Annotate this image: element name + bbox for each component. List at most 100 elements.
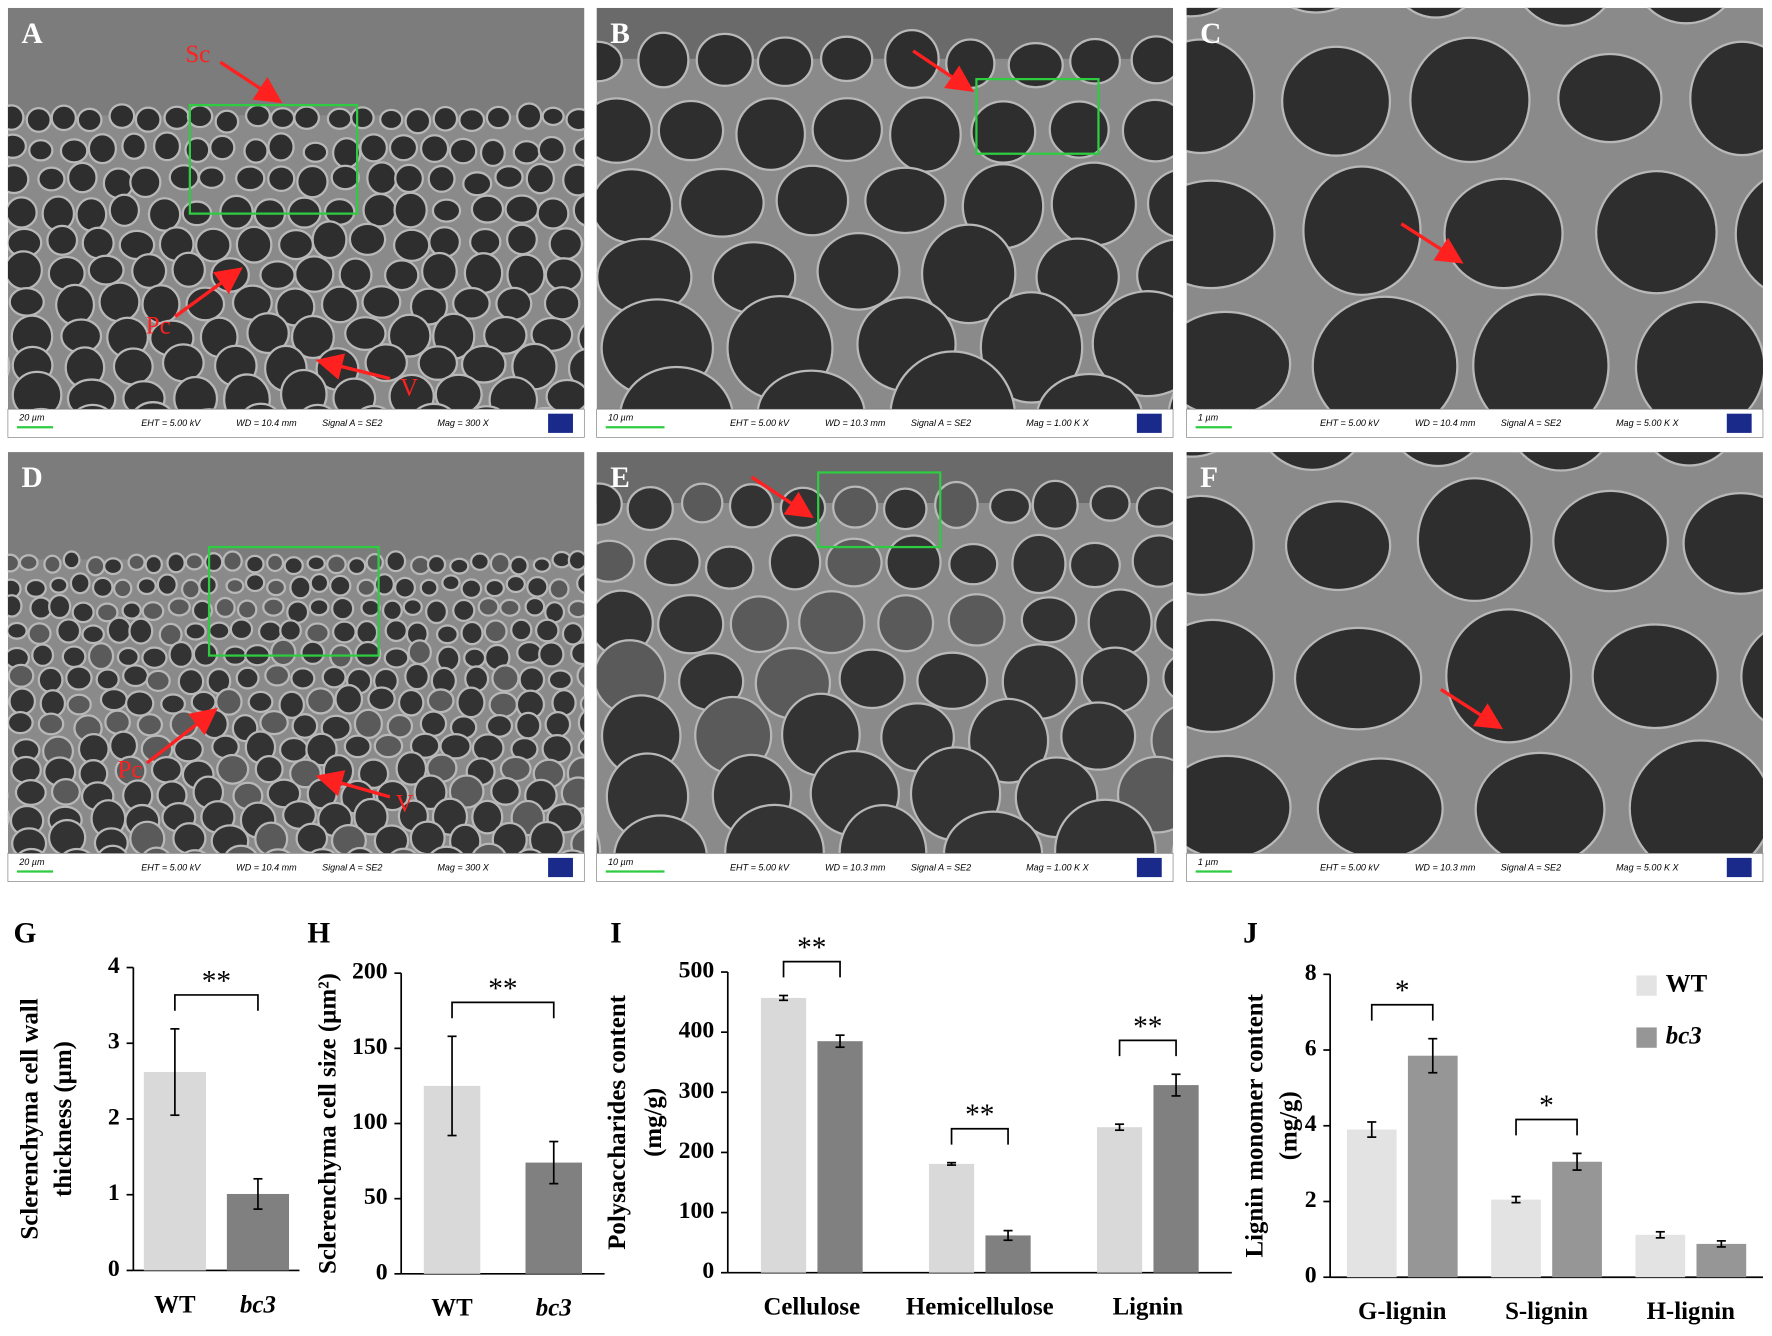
x-tick-label: WT bbox=[154, 1291, 196, 1318]
sem-cell bbox=[1311, 295, 1459, 410]
sem-cell bbox=[124, 690, 155, 717]
sem-cell bbox=[66, 693, 92, 716]
sem-cell bbox=[278, 736, 309, 763]
arrow bbox=[750, 475, 814, 519]
sem-cell bbox=[532, 557, 552, 573]
sem-cell bbox=[37, 666, 64, 694]
sem-cell bbox=[43, 554, 62, 574]
sem-cell bbox=[479, 138, 506, 168]
sem-cell bbox=[456, 686, 486, 719]
sem-cell bbox=[330, 824, 367, 854]
sem-cell bbox=[7, 809, 11, 826]
sem-cell bbox=[543, 286, 581, 321]
sem-cell bbox=[366, 161, 398, 195]
sem-cell bbox=[69, 572, 91, 595]
sem-cell bbox=[1519, 452, 1603, 472]
sem-cell bbox=[62, 847, 92, 854]
arrow bbox=[174, 267, 243, 318]
sem-cell bbox=[222, 550, 243, 572]
sem-cell bbox=[409, 732, 441, 759]
sem-cell bbox=[863, 872, 965, 955]
sem-cell bbox=[384, 619, 408, 643]
sem-cell bbox=[76, 107, 103, 133]
significance-label: ** bbox=[488, 973, 517, 1005]
sem-cell bbox=[1290, 7, 1342, 14]
sem-cell bbox=[657, 593, 725, 655]
sem-cell bbox=[1087, 588, 1153, 657]
sem-cell bbox=[172, 822, 207, 854]
sem-cell bbox=[200, 708, 229, 740]
bar bbox=[985, 1235, 1031, 1273]
sem-cell bbox=[548, 578, 570, 600]
sem-cell bbox=[28, 139, 54, 162]
sem-cell bbox=[95, 668, 120, 691]
scale-bar-label: 1 µm bbox=[1198, 413, 1219, 423]
sem-cell bbox=[1130, 35, 1174, 85]
sem-cell bbox=[379, 108, 404, 131]
sem-cell bbox=[136, 577, 157, 596]
sem-cell bbox=[622, 872, 716, 949]
sem-cell bbox=[0, 664, 4, 688]
panel-letter: I bbox=[610, 918, 621, 950]
region-label: V bbox=[400, 375, 418, 402]
sem-cell bbox=[1011, 533, 1067, 595]
sem-cell bbox=[572, 137, 585, 162]
sem-cell bbox=[302, 141, 329, 163]
sem-cell bbox=[150, 891, 190, 924]
arrow bbox=[315, 770, 391, 799]
sem-cell bbox=[192, 888, 231, 926]
sem-cell bbox=[448, 774, 485, 809]
sem-cell bbox=[1269, 452, 1356, 471]
sem-cell bbox=[259, 260, 296, 290]
wd: WD = 10.4 mm bbox=[236, 418, 297, 428]
sem-cell bbox=[128, 617, 154, 645]
sem-cell bbox=[596, 482, 623, 526]
sem-cell bbox=[293, 105, 321, 130]
sem-cell bbox=[0, 225, 2, 261]
legend-label: WT bbox=[1666, 970, 1708, 997]
sem-cell bbox=[528, 820, 566, 854]
sem-cell bbox=[888, 96, 962, 173]
significance-bracket bbox=[950, 1127, 1009, 1145]
sem-cell bbox=[882, 487, 928, 531]
sem-cell bbox=[25, 106, 52, 133]
error-bar bbox=[835, 1034, 845, 1049]
y-axis-label: Lignin monomer content bbox=[1241, 993, 1268, 1257]
sem-cell bbox=[235, 165, 266, 192]
sem-cell bbox=[544, 710, 572, 738]
sem-cell bbox=[334, 684, 364, 715]
sem-cell bbox=[838, 648, 906, 710]
sem-cell bbox=[510, 895, 545, 929]
sem-cell bbox=[619, 365, 734, 410]
sem-cell bbox=[1020, 596, 1078, 644]
sem-cell bbox=[460, 620, 484, 646]
sem-cell bbox=[0, 757, 2, 780]
sem-cell bbox=[538, 641, 565, 668]
sem-cell bbox=[160, 693, 187, 715]
x-tick-label: G-lignin bbox=[1358, 1298, 1447, 1325]
sem-cell bbox=[7, 696, 9, 707]
sem-cell bbox=[244, 402, 278, 410]
bar bbox=[1635, 1234, 1686, 1278]
sem-cell bbox=[491, 821, 528, 854]
sem-cell bbox=[309, 848, 337, 854]
error-bar bbox=[1511, 1195, 1521, 1204]
sem-cell bbox=[264, 664, 291, 687]
sem-cell bbox=[50, 104, 78, 132]
mag: Mag = 5.00 K X bbox=[1616, 418, 1679, 428]
sem-cell bbox=[355, 620, 379, 645]
sem-cell bbox=[104, 709, 131, 735]
panel-letter: D bbox=[21, 462, 42, 494]
sem-cell bbox=[970, 100, 1037, 164]
panel-letter: J bbox=[1243, 918, 1258, 950]
scale-bar-label: 20 µm bbox=[18, 413, 45, 423]
sem-cell bbox=[332, 377, 377, 410]
bar bbox=[817, 1041, 863, 1273]
sem-cell bbox=[1007, 41, 1064, 89]
sem-cell bbox=[499, 598, 521, 617]
y-tick-label: 1 bbox=[108, 1180, 120, 1206]
sem-cell bbox=[472, 405, 501, 410]
y-tick-label: 2 bbox=[108, 1104, 120, 1130]
sem-cell bbox=[0, 892, 5, 928]
sem-cell bbox=[470, 194, 505, 224]
